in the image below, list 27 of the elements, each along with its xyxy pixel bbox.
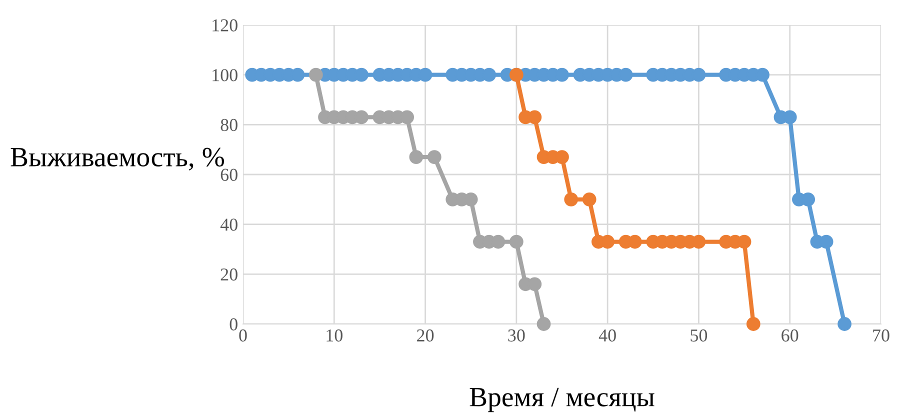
y-tick-label: 120 bbox=[212, 19, 238, 32]
point bbox=[746, 317, 760, 331]
point bbox=[509, 234, 524, 249]
x-axis-title: Время / месяцы bbox=[470, 388, 654, 412]
y-tick-label: 0 bbox=[230, 318, 238, 330]
point bbox=[564, 192, 578, 206]
x-tick-label: 20 bbox=[417, 329, 434, 342]
x-tick-label: 30 bbox=[508, 329, 525, 342]
y-tick-label: 100 bbox=[212, 69, 238, 82]
y-axis-title: Выживаемость, % bbox=[10, 148, 224, 170]
point bbox=[536, 317, 551, 331]
point bbox=[427, 150, 442, 164]
x-tick-label: 70 bbox=[873, 329, 890, 342]
x-tick-label: 0 bbox=[239, 329, 247, 342]
x-tick-label: 50 bbox=[690, 329, 708, 342]
y-tick-label: 60 bbox=[220, 168, 238, 181]
y-tick-label: 40 bbox=[220, 218, 238, 231]
point bbox=[555, 150, 569, 164]
point bbox=[409, 150, 424, 164]
x-tick-label: 10 bbox=[326, 329, 342, 342]
y-tick-label: 20 bbox=[220, 268, 238, 281]
y-tick-label: 80 bbox=[220, 118, 238, 132]
x-tick-label: 60 bbox=[782, 329, 798, 342]
point bbox=[308, 68, 323, 82]
x-tick-label: 40 bbox=[598, 329, 616, 342]
point bbox=[838, 317, 852, 331]
point bbox=[582, 192, 596, 206]
